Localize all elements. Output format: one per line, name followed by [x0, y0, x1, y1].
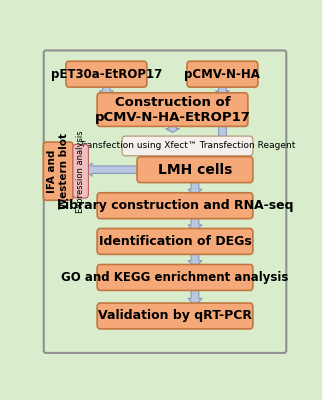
Polygon shape — [215, 84, 229, 96]
Polygon shape — [188, 215, 202, 232]
Polygon shape — [188, 179, 202, 196]
FancyBboxPatch shape — [43, 142, 73, 200]
FancyBboxPatch shape — [97, 193, 253, 219]
Text: IFA and
Western blot: IFA and Western blot — [47, 133, 69, 209]
FancyBboxPatch shape — [187, 61, 258, 87]
Text: Validation by qRT-PCR: Validation by qRT-PCR — [98, 310, 252, 322]
FancyBboxPatch shape — [97, 303, 253, 329]
Text: pCMV-N-HA: pCMV-N-HA — [185, 68, 260, 81]
Text: Expression analysis: Expression analysis — [76, 130, 85, 212]
FancyBboxPatch shape — [66, 61, 147, 87]
FancyBboxPatch shape — [137, 157, 253, 182]
Text: Construction of
pCMV-N-HA-EtROP17: Construction of pCMV-N-HA-EtROP17 — [95, 96, 251, 124]
FancyBboxPatch shape — [73, 144, 89, 198]
Polygon shape — [215, 84, 229, 160]
Polygon shape — [166, 152, 179, 160]
Polygon shape — [166, 123, 179, 132]
Text: Library construction and RNA-seq: Library construction and RNA-seq — [57, 199, 293, 212]
Polygon shape — [188, 287, 202, 306]
Text: LMH cells: LMH cells — [158, 163, 232, 177]
Text: Identification of DEGs: Identification of DEGs — [99, 235, 251, 248]
FancyBboxPatch shape — [97, 264, 253, 290]
Text: GO and KEGG enrichment analysis: GO and KEGG enrichment analysis — [61, 271, 289, 284]
Polygon shape — [86, 163, 139, 176]
FancyBboxPatch shape — [122, 136, 253, 156]
Polygon shape — [99, 84, 113, 96]
FancyBboxPatch shape — [97, 228, 253, 254]
FancyBboxPatch shape — [97, 93, 248, 126]
Text: pET30a-EtROP17: pET30a-EtROP17 — [51, 68, 162, 81]
Polygon shape — [188, 251, 202, 267]
Text: Transfection using Xfect™ Transfection Reagent: Transfection using Xfect™ Transfection R… — [79, 142, 296, 150]
